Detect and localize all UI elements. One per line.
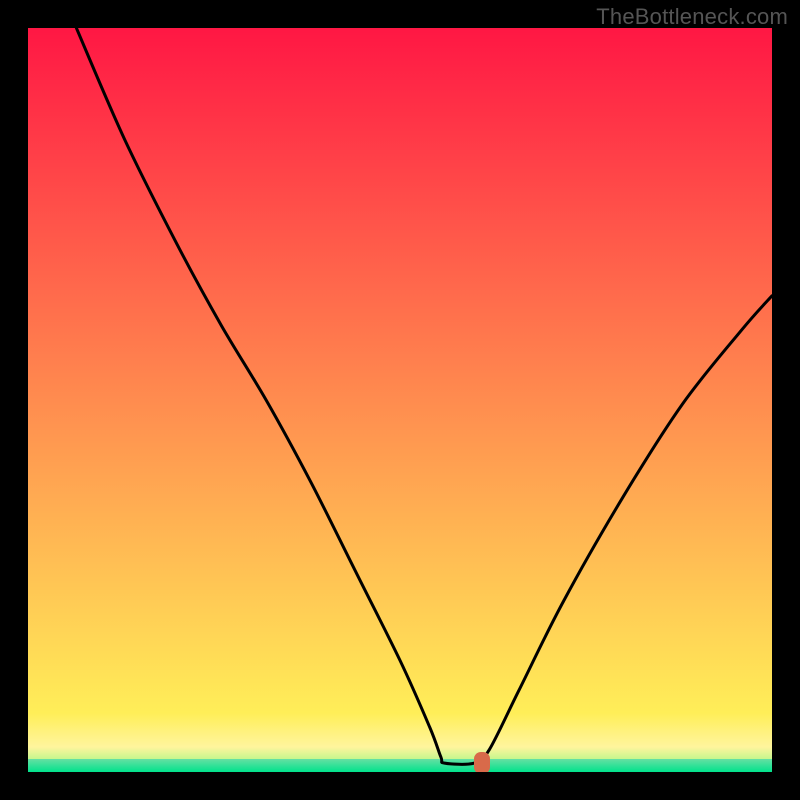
chart-frame: TheBottleneck.com <box>0 0 800 800</box>
bottleneck-curve <box>28 28 772 772</box>
plot-area <box>28 28 772 772</box>
watermark-text: TheBottleneck.com <box>596 4 788 30</box>
optimal-point-marker <box>474 752 490 772</box>
plot-inner <box>28 28 772 772</box>
